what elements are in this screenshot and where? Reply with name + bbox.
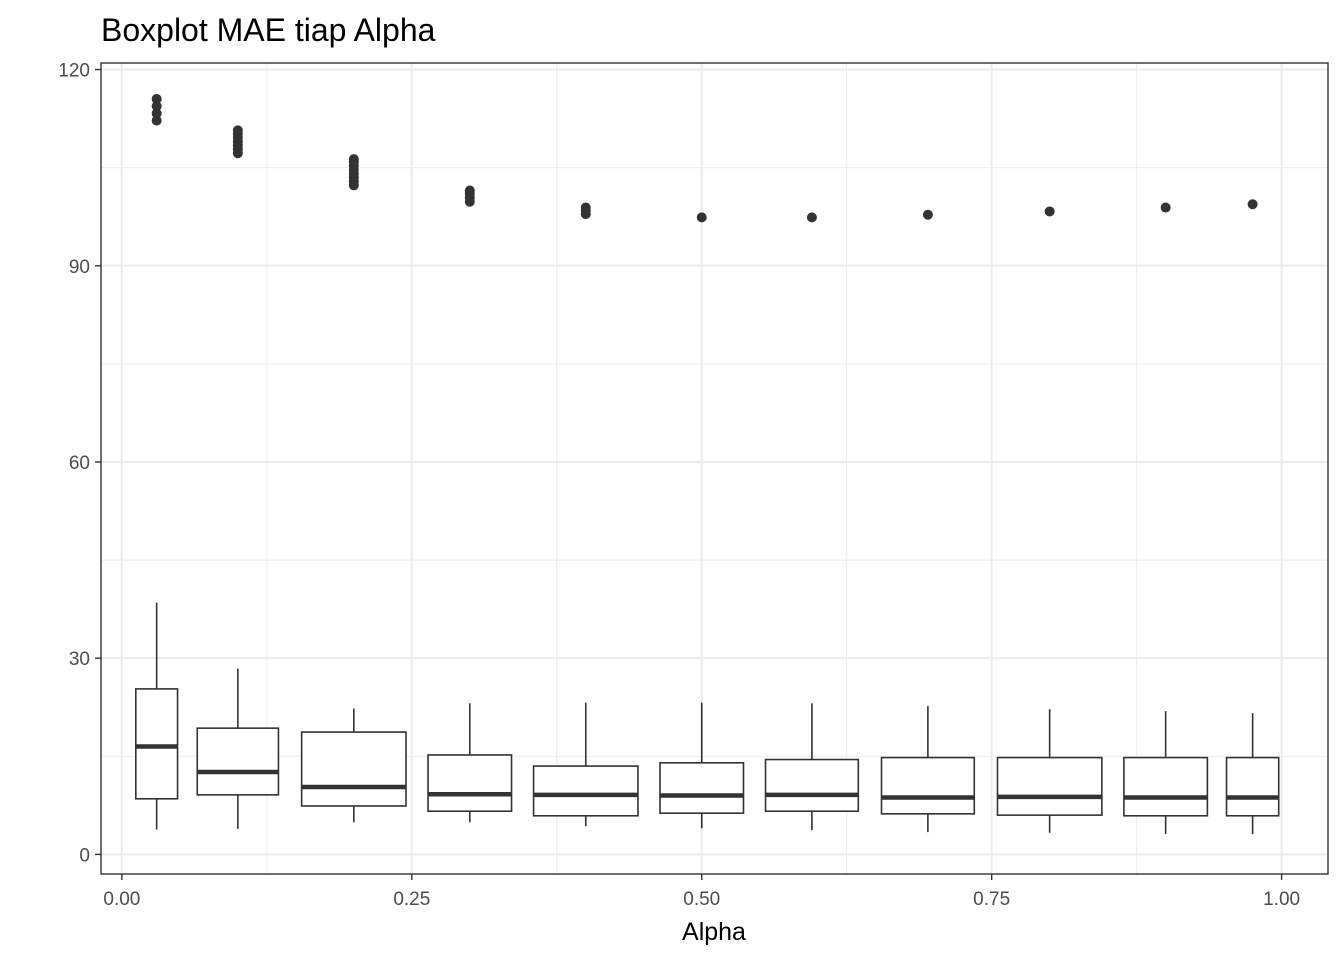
- iqr-box: [659, 762, 745, 814]
- outlier-point: [696, 212, 707, 223]
- box-group: [996, 709, 1103, 833]
- y-tick-label: 0: [79, 845, 90, 866]
- y-tick-label: 120: [58, 61, 90, 82]
- box-group: [1123, 711, 1209, 835]
- x-tick-label: 1.00: [1263, 889, 1300, 910]
- box-group: [1225, 713, 1280, 835]
- axes-layer: 0 30 60 90 120 0.00 0.25 0.50 0.75 1.00: [58, 61, 1300, 910]
- box-group: [764, 703, 860, 831]
- outlier-point: [922, 209, 933, 220]
- outlier-point: [1160, 202, 1171, 213]
- outlier-point: [806, 212, 817, 223]
- iqr-box: [134, 688, 179, 800]
- iqr-box: [196, 727, 280, 796]
- x-tick-label: 0.75: [973, 889, 1010, 910]
- box-group: [532, 702, 639, 827]
- outlier-point: [151, 101, 162, 112]
- box-group: [196, 668, 280, 829]
- outlier-point: [151, 108, 162, 119]
- iqr-box: [880, 756, 976, 815]
- x-tick-label: 0.50: [683, 889, 720, 910]
- iqr-box: [532, 765, 639, 817]
- panel-border: [100, 62, 1329, 875]
- outlier-point: [464, 185, 475, 196]
- outlier-point: [580, 202, 591, 213]
- outlier-point: [151, 115, 162, 126]
- iqr-box: [300, 731, 407, 807]
- iqr-box: [996, 756, 1103, 816]
- iqr-box: [764, 758, 860, 813]
- box-group: [880, 705, 976, 833]
- outlier-point: [151, 93, 162, 104]
- y-tick-label: 60: [69, 453, 90, 474]
- chart-title: Boxplot MAE tiap Alpha: [101, 12, 436, 48]
- outlier-point: [1044, 206, 1055, 217]
- x-tick-label: 0.00: [103, 889, 140, 910]
- y-tick-label: 90: [69, 257, 90, 278]
- x-axis-title: Alpha: [682, 918, 746, 946]
- box-group: [427, 703, 513, 823]
- outlier-point: [1247, 199, 1258, 210]
- iqr-box: [1123, 756, 1209, 817]
- outlier-point: [348, 154, 359, 165]
- boxes-layer: [134, 602, 1280, 835]
- iqr-box: [1225, 756, 1280, 817]
- box-group: [659, 702, 745, 829]
- y-tick-label: 30: [69, 649, 90, 670]
- iqr-box: [427, 754, 513, 813]
- outlier-point: [232, 125, 243, 136]
- box-group: [300, 708, 407, 823]
- outliers-layer: [151, 93, 1258, 223]
- box-group: [134, 602, 179, 830]
- x-tick-label: 0.25: [393, 889, 430, 910]
